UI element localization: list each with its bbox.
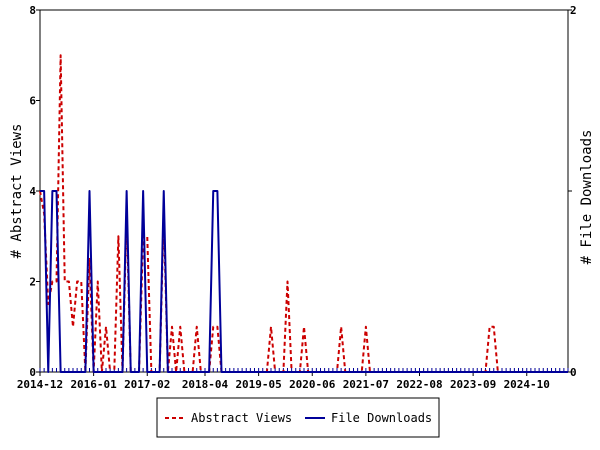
left-axis-ticks: 0 2 4 6 8 bbox=[29, 4, 40, 379]
x-tick-label: 2018-04 bbox=[182, 378, 229, 391]
right-axis-title: # File Downloads bbox=[579, 130, 595, 265]
legend-label-abstract-views: Abstract Views bbox=[191, 411, 292, 425]
left-axis-title: # Abstract Views bbox=[9, 124, 25, 259]
legend: Abstract Views File Downloads bbox=[156, 397, 440, 438]
x-tick-label: 2016-01 bbox=[70, 378, 117, 391]
right-axis-ticks: 02 bbox=[568, 4, 577, 379]
x-axis-ticks: 2014-12 2016-01 2017-02 2018-04 2019-05 2020-… bbox=[17, 368, 569, 391]
legend-box bbox=[156, 397, 440, 438]
y-left-tick-label: 2 bbox=[29, 276, 36, 289]
x-tick-label: 2021-07 bbox=[343, 378, 389, 391]
y-left-tick-label: 0 bbox=[29, 366, 36, 379]
x-tick-label: 2014-12 bbox=[17, 378, 63, 391]
x-tick-label: 2020-06 bbox=[289, 378, 336, 391]
series-line-abstract-views bbox=[39, 54, 568, 373]
plot-frame bbox=[39, 9, 569, 373]
y-left-tick-label: 6 bbox=[29, 95, 36, 108]
y-left-tick-label: 4 bbox=[29, 185, 36, 198]
y-left-tick-label: 8 bbox=[29, 4, 36, 17]
x-tick-label: 2023-09 bbox=[450, 378, 496, 391]
legend-label-file-downloads: File Downloads bbox=[331, 411, 432, 425]
y-right-tick-label: 0 bbox=[570, 366, 577, 379]
x-tick-label: 2019-05 bbox=[235, 378, 281, 391]
x-tick-label: 2024-10 bbox=[504, 378, 550, 391]
series-line-file-downloads bbox=[40, 190, 568, 373]
series-layer bbox=[39, 54, 568, 373]
x-tick-label: 2022-08 bbox=[396, 378, 442, 391]
x-tick-label: 2017-02 bbox=[124, 378, 170, 391]
y-right-tick-label: 2 bbox=[570, 4, 577, 17]
